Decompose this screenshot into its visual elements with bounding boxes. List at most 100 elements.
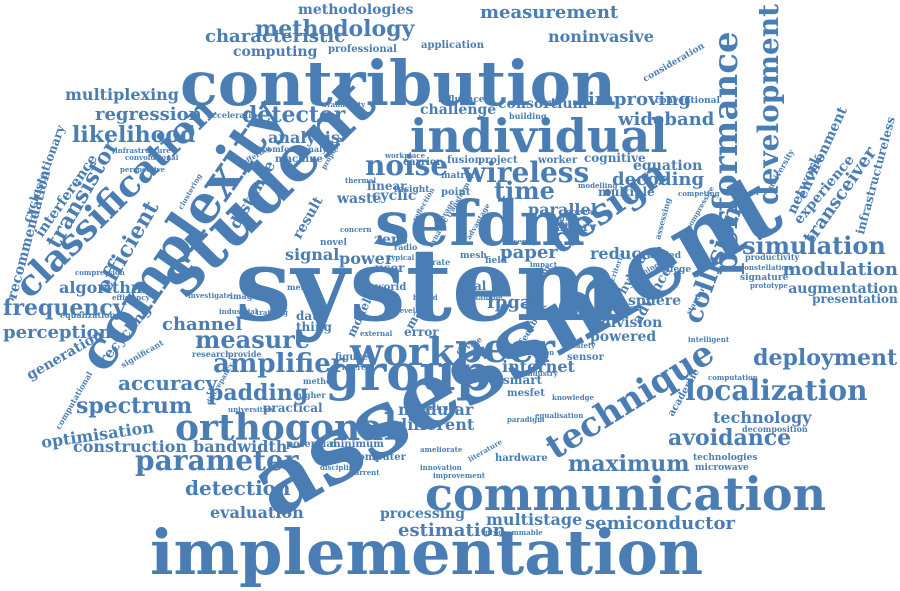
word-building: building bbox=[509, 111, 547, 121]
word-level: level bbox=[397, 306, 416, 315]
word-equation: equation bbox=[633, 158, 702, 174]
word-amplifier: amplifier bbox=[213, 349, 345, 379]
word-hardware: hardware bbox=[495, 453, 548, 464]
word-accuracy: accuracy bbox=[118, 371, 219, 395]
word-maximum: maximum bbox=[568, 451, 690, 477]
word-bound: bound bbox=[413, 293, 438, 302]
word-rate: rate bbox=[432, 257, 450, 267]
word-measurement: measurement bbox=[480, 2, 619, 23]
word-spectrum: spectrum bbox=[76, 393, 192, 419]
word-internet: internet bbox=[502, 357, 576, 376]
word-communication: communication bbox=[425, 467, 826, 521]
word-comfort: comfort bbox=[262, 144, 298, 154]
word-equalisation: equalisation bbox=[535, 411, 583, 420]
word-evaluation: evaluation bbox=[210, 503, 304, 522]
word-localization: localization bbox=[685, 374, 867, 407]
word-processing: processing bbox=[380, 506, 465, 522]
word-carrier: carrier bbox=[403, 157, 442, 168]
word-system: system bbox=[235, 226, 621, 344]
word-programmable: programmable bbox=[485, 528, 543, 537]
word-improvement: improvement bbox=[433, 471, 486, 480]
word-worker: worker bbox=[537, 155, 578, 166]
word-multiplexing: multiplexing bbox=[65, 85, 179, 104]
word-group: group bbox=[325, 343, 491, 402]
word-particular: particular bbox=[420, 403, 460, 412]
word-performance: performance bbox=[706, 31, 746, 275]
word-work: work bbox=[349, 329, 455, 374]
word-modelling: modelling bbox=[578, 181, 617, 190]
word-example: example bbox=[470, 293, 503, 302]
word-innovation: innovation bbox=[420, 463, 462, 472]
word-image: image bbox=[230, 291, 257, 301]
word-application: application bbox=[421, 40, 485, 51]
word-point: point bbox=[441, 187, 471, 198]
word-mesh: mesh bbox=[460, 251, 487, 261]
word-simulation: simulation bbox=[742, 231, 886, 260]
word-data: data bbox=[296, 309, 326, 323]
word-cyclic: cyclic bbox=[372, 188, 416, 204]
word-consideration: consideration bbox=[642, 41, 707, 85]
word-accelerating: accelerating bbox=[207, 110, 263, 120]
word-improving: improving bbox=[588, 89, 691, 110]
word-contribution: contribution bbox=[180, 47, 616, 120]
word-industrial: industrial bbox=[219, 307, 258, 316]
word-division: division bbox=[601, 315, 662, 331]
word-presentation: presentation bbox=[812, 292, 898, 306]
word-paradigm: paradigm bbox=[507, 415, 545, 424]
word-algorithm: algorithm bbox=[59, 278, 148, 297]
word-frequency: frequency bbox=[3, 295, 127, 321]
word-training: training bbox=[256, 308, 288, 317]
word-computing: computing bbox=[233, 44, 318, 60]
word-paper: paper bbox=[500, 242, 558, 263]
word-field: field bbox=[485, 256, 508, 266]
word-fpga: fpga bbox=[487, 292, 532, 313]
word-mesfet: mesfet bbox=[507, 388, 545, 399]
word-project: project bbox=[478, 155, 518, 166]
word-radio: radio bbox=[394, 242, 418, 252]
word-practical: practical bbox=[263, 401, 323, 415]
word-augmentation: augmentation bbox=[788, 281, 898, 297]
word-reduced: reduced bbox=[590, 244, 663, 263]
word-estimation: estimation bbox=[398, 520, 506, 541]
word-signal: signal bbox=[285, 245, 339, 264]
word-construction: construction bbox=[73, 437, 187, 456]
word-characteristic: characteristic bbox=[205, 26, 345, 47]
word-individual: individual bbox=[410, 109, 668, 163]
word-wireless: wireless bbox=[461, 156, 589, 189]
word-noise: noise bbox=[365, 149, 448, 182]
word-decomposition: decomposition bbox=[742, 424, 808, 434]
word-development: development bbox=[752, 4, 785, 205]
word-detector: detector bbox=[242, 102, 346, 128]
word-problem: problem bbox=[557, 214, 590, 223]
word-deployment: deployment bbox=[753, 345, 898, 371]
word-battery: battery bbox=[548, 220, 597, 234]
word-peer: peer bbox=[455, 325, 556, 372]
word-industry: industry bbox=[525, 369, 559, 378]
word-modulation: modulation bbox=[783, 259, 898, 280]
word-introduction: introduction bbox=[505, 348, 554, 357]
word-computation: computation bbox=[708, 373, 758, 382]
word-productivity: productivity bbox=[745, 252, 800, 262]
word-methodology: methodology bbox=[255, 16, 416, 42]
word-smart: smart bbox=[503, 373, 543, 387]
word-knowledge: knowledge bbox=[552, 393, 595, 402]
word-orthogonal: orthogonal bbox=[175, 407, 397, 449]
word-metal: metal bbox=[287, 282, 312, 292]
word-concern: concern bbox=[340, 225, 372, 234]
word-analysis: analysis bbox=[268, 128, 340, 147]
word-noninvasive: noninvasive bbox=[548, 27, 654, 46]
word-challenge: challenge bbox=[420, 102, 496, 118]
word-sefdm: sefdm bbox=[375, 187, 585, 260]
word-bandwidth: bandwidth bbox=[193, 437, 288, 456]
word-regression: regression bbox=[95, 104, 202, 125]
word-higher: higher bbox=[296, 390, 326, 400]
word-detection: detection bbox=[185, 476, 291, 500]
word-technology: technology bbox=[713, 408, 812, 427]
word-college: college bbox=[655, 265, 691, 275]
word-time: time bbox=[494, 176, 555, 205]
word-implementation: implementation bbox=[150, 516, 703, 589]
word-insight: insight bbox=[394, 185, 430, 195]
word-infrastructure: infrastructure bbox=[115, 146, 171, 155]
